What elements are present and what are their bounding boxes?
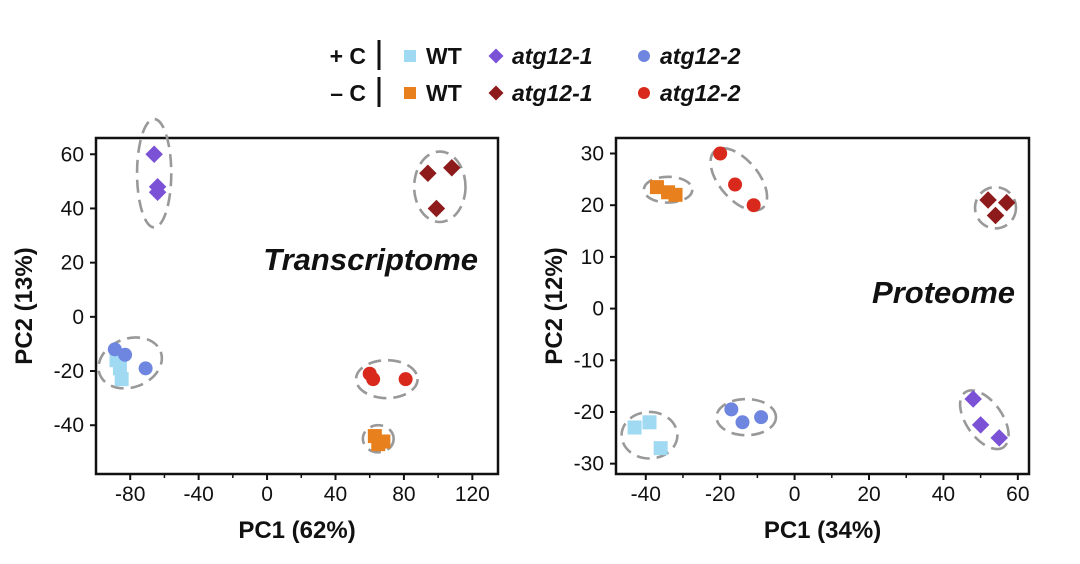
- data-point: [118, 347, 133, 362]
- legend-entry-label: WT: [426, 43, 462, 69]
- y-tick-label: 60: [61, 143, 84, 166]
- data-point: [443, 159, 461, 177]
- legend-marker: [404, 50, 416, 62]
- data-point: [997, 193, 1016, 212]
- y-tick-label: 10: [581, 246, 604, 269]
- y-axis-label: PC2 (12%): [541, 247, 568, 364]
- data-point: [735, 415, 750, 430]
- plot-frame: [614, 136, 1031, 476]
- legend-entry-label: WT: [426, 80, 462, 106]
- legend-row-label: – C: [330, 80, 366, 106]
- data-point: [145, 145, 163, 164]
- x-tick-label: 60: [1006, 483, 1029, 506]
- y-axis-label: PC2 (13%): [11, 247, 38, 364]
- cluster-ellipse: [973, 185, 1018, 230]
- data-point: [746, 198, 761, 213]
- data-point: [138, 361, 153, 376]
- x-tick-label: 20: [857, 483, 880, 506]
- legend-entry-label: atg12-1: [512, 43, 593, 69]
- data-point: [107, 342, 122, 357]
- x-tick-label: 0: [261, 483, 273, 506]
- data-point: [754, 410, 769, 425]
- panel-title: Transcriptome: [263, 242, 478, 277]
- data-point: [112, 361, 127, 376]
- data-point: [148, 183, 167, 201]
- data-point: [642, 415, 657, 430]
- y-tick-label: -10: [574, 349, 604, 372]
- data-point: [114, 372, 129, 387]
- legend-marker: [638, 50, 650, 62]
- data-point: [728, 177, 743, 192]
- x-tick-label: -20: [705, 483, 735, 506]
- proteome-panel: -40 -20 0 20 40 60 30 20 10 0 -10 -20 -30 PC1 (34%) PC…: [541, 136, 1031, 544]
- data-point: [713, 146, 728, 161]
- legend-marker: [638, 87, 650, 99]
- legend-marker: [488, 48, 504, 64]
- cluster-ellipse: [642, 175, 694, 204]
- data-point: [398, 372, 413, 387]
- x-tick-label: -40: [183, 483, 213, 506]
- cluster-ellipse: [97, 336, 164, 390]
- data-point: [986, 206, 1005, 225]
- x-tick-label: 0: [789, 483, 801, 506]
- panel-title: Proteome: [872, 275, 1015, 310]
- y-tick-label: 30: [581, 143, 604, 166]
- data-point: [964, 390, 982, 408]
- cluster-ellipse: [361, 423, 395, 454]
- data-point: [649, 180, 664, 195]
- legend-entry-label: atg12-1: [512, 80, 593, 106]
- data-point: [427, 199, 446, 218]
- cluster-ellipse: [958, 389, 1010, 451]
- data-point: [990, 429, 1008, 447]
- y-tick-label: -30: [574, 453, 604, 476]
- legend-row-label: + C: [330, 43, 366, 69]
- legend-marker: [404, 87, 416, 99]
- x-axis-label: PC1 (62%): [238, 517, 355, 544]
- data-point: [419, 164, 437, 182]
- data-point: [366, 372, 381, 387]
- data-point: [971, 416, 990, 434]
- y-tick-label: 40: [61, 197, 84, 220]
- y-tick-label: 0: [72, 306, 84, 329]
- data-point: [653, 441, 668, 456]
- y-tick-label: -20: [54, 360, 84, 383]
- data-point: [627, 420, 642, 435]
- y-tick-label: 20: [581, 194, 604, 217]
- x-axis-label: PC1 (34%): [764, 517, 881, 544]
- legend-entry-label: atg12-2: [660, 43, 741, 69]
- cluster-ellipse: [135, 117, 173, 229]
- cluster-ellipse: [715, 397, 778, 437]
- x-tick-label: 80: [392, 483, 415, 506]
- data-point: [724, 402, 739, 417]
- plot-frame: [94, 136, 500, 476]
- data-point: [979, 191, 997, 209]
- y-tick-label: -40: [54, 414, 84, 437]
- x-tick-label: 120: [455, 483, 490, 506]
- legend-marker: [488, 85, 504, 101]
- transcriptome-panel: -80 -40 0 40 80 120 60 40 20 0 -20 -40 PC1 (62%) PC2 …: [11, 117, 500, 544]
- cluster-ellipse: [412, 150, 467, 224]
- cluster-ellipse: [620, 410, 679, 460]
- data-point: [376, 434, 391, 449]
- x-tick-label: -40: [631, 483, 661, 506]
- y-tick-label: 0: [592, 298, 604, 321]
- data-point: [668, 187, 683, 202]
- y-tick-label: 20: [61, 252, 84, 275]
- y-tick-label: -20: [574, 401, 604, 424]
- x-tick-label: -80: [115, 483, 145, 506]
- legend-entry-label: atg12-2: [660, 80, 741, 106]
- x-tick-label: 40: [324, 483, 347, 506]
- cluster-ellipse: [354, 358, 419, 400]
- legend: + C WT atg12-1 atg12-2 – C WT atg12-1 atg12-2: [330, 40, 741, 107]
- x-tick-label: 40: [932, 483, 955, 506]
